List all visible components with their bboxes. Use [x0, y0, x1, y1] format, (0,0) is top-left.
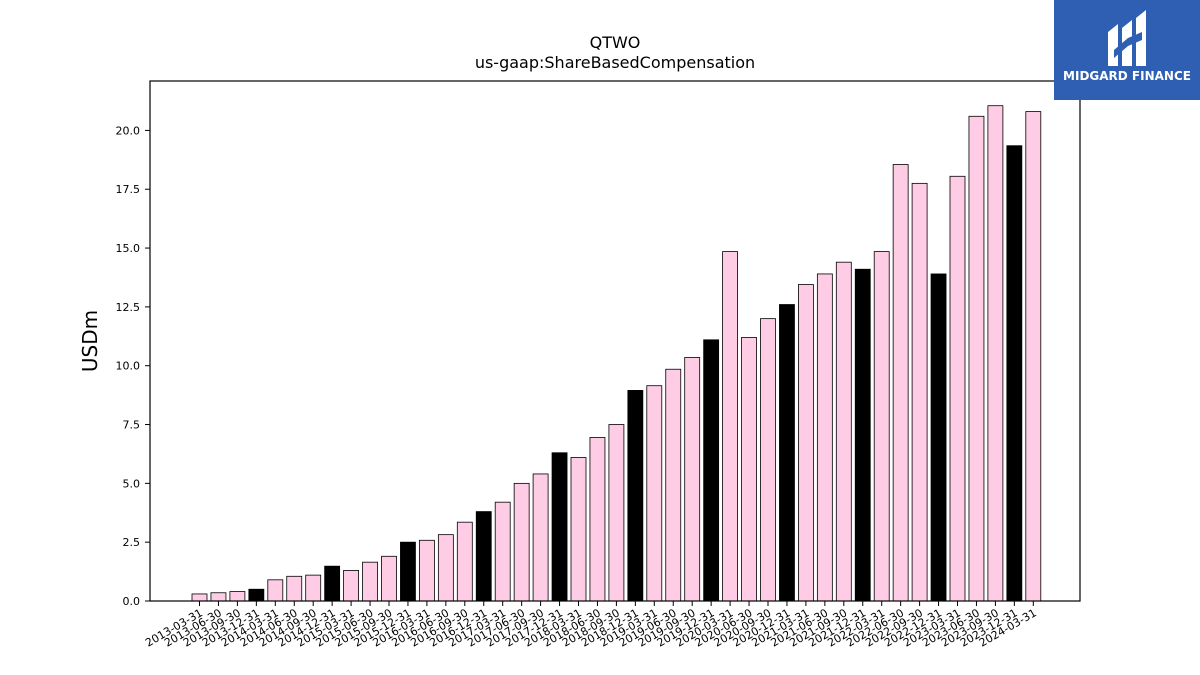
bar-2016-12-31 — [475, 511, 492, 602]
bar-2021-12-31 — [854, 268, 871, 602]
bar-2013-03-31 — [191, 593, 208, 602]
bar-2015-12-31 — [400, 541, 416, 602]
midgard-logo-icon — [1108, 10, 1146, 66]
y-tick-label: 5.0 — [123, 477, 141, 490]
bar-2022-09-30 — [911, 182, 928, 602]
y-tick-label: 0.0 — [123, 595, 141, 608]
brand-logo-text: MIDGARD FINANCE — [1063, 69, 1191, 83]
bar-2020-12-31 — [779, 304, 795, 602]
bar-2020-03-31 — [722, 251, 738, 602]
bar-2016-09-30 — [456, 521, 473, 602]
y-tick-label: 20.0 — [116, 124, 141, 137]
bar-2019-09-30 — [684, 357, 701, 602]
bar-2017-06-30 — [513, 482, 530, 602]
plot-frame — [149, 80, 1081, 602]
y-tick-label: 15.0 — [116, 242, 141, 255]
x-ticks-group: 2013-03-312013-06-302013-09-302013-12-31… — [143, 601, 1039, 650]
bar-2018-06-30 — [589, 437, 606, 602]
bar-2016-06-30 — [437, 534, 454, 602]
bar-2015-09-30 — [381, 555, 397, 602]
y-tick-label: 7.5 — [123, 419, 141, 432]
bar-2022-03-31 — [873, 251, 890, 602]
bar-2016-03-31 — [418, 539, 435, 602]
bar-2022-06-30 — [892, 164, 909, 602]
bar-2015-03-31 — [343, 570, 360, 602]
y-axis-label: USDm — [78, 310, 102, 372]
bar-2017-09-30 — [532, 473, 549, 602]
bar-2020-06-30 — [741, 337, 757, 602]
bar-2021-06-30 — [816, 273, 833, 602]
bar-2013-09-30 — [229, 591, 246, 602]
bar-2018-12-31 — [627, 390, 644, 602]
bar-2017-03-31 — [494, 501, 511, 602]
bar-2014-12-31 — [324, 565, 341, 602]
bar-2021-03-31 — [798, 284, 814, 602]
bar-2019-03-31 — [646, 385, 663, 602]
bar-2024-03-31 — [1025, 111, 1042, 602]
bar-2014-03-31 — [267, 579, 284, 602]
y-tick-label: 2.5 — [123, 536, 141, 549]
bar-2023-12-31 — [1006, 145, 1023, 602]
bar-2015-06-30 — [362, 561, 378, 602]
bar-2019-06-30 — [665, 368, 682, 602]
bar-2022-12-31 — [930, 273, 947, 602]
bar-2018-03-31 — [570, 457, 587, 602]
bars-group — [191, 105, 1042, 602]
bar-2023-03-31 — [949, 175, 966, 602]
bar-2014-06-30 — [286, 575, 303, 602]
chart-title: QTWO — [590, 33, 641, 52]
bar-2023-06-30 — [968, 115, 985, 602]
brand-logo: MIDGARD FINANCE — [1054, 0, 1200, 100]
bar-2017-12-31 — [551, 452, 568, 602]
y-tick-label: 12.5 — [116, 301, 141, 314]
y-ticks-group: 0.0 2.5 5.0 7.5 10.0 12.5 15.0 17.5 20.0 — [116, 124, 150, 608]
bar-2013-12-31 — [248, 588, 265, 602]
bar-2013-06-30 — [210, 592, 227, 602]
bar-2020-09-30 — [760, 318, 776, 602]
bar-2014-09-30 — [305, 574, 322, 602]
y-tick-label: 10.0 — [116, 360, 141, 373]
y-tick-label: 17.5 — [116, 183, 141, 196]
bar-2023-09-30 — [987, 105, 1004, 602]
bar-2021-09-30 — [835, 261, 852, 602]
chart-subtitle: us-gaap:ShareBasedCompensation — [475, 53, 755, 72]
bar-2018-09-30 — [608, 424, 625, 602]
bar-2019-12-31 — [703, 339, 720, 602]
